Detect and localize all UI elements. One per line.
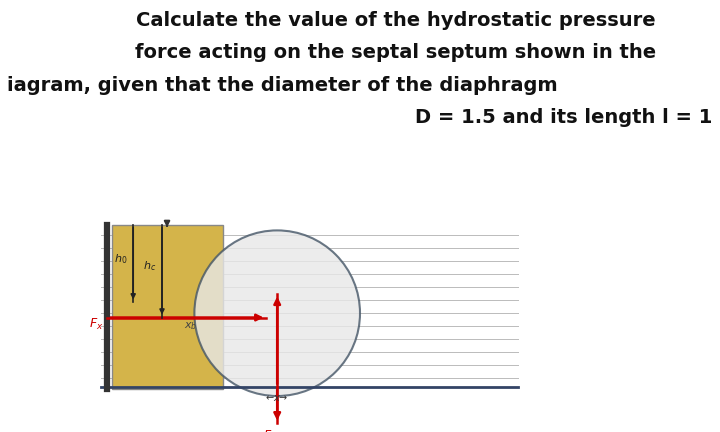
Text: Calculate the value of the hydrostatic pressure: Calculate the value of the hydrostatic p…: [136, 11, 656, 30]
Text: $h_c$: $h_c$: [143, 259, 156, 273]
Text: $←x→$: $←x→$: [266, 393, 289, 403]
Text: $F_z$: $F_z$: [263, 429, 277, 432]
Text: $x_b$: $x_b$: [184, 320, 197, 332]
Text: D = 1.5 and its length l = 1: D = 1.5 and its length l = 1: [415, 108, 713, 127]
Text: force acting on the septal septum shown in the: force acting on the septal septum shown …: [135, 43, 657, 62]
Text: $F_x$: $F_x$: [89, 318, 103, 332]
Text: $h_0$: $h_0$: [114, 252, 127, 266]
Text: iagram, given that the diameter of the diaphragm: iagram, given that the diameter of the d…: [7, 76, 558, 95]
Bar: [112, 225, 223, 389]
Ellipse shape: [194, 230, 360, 396]
